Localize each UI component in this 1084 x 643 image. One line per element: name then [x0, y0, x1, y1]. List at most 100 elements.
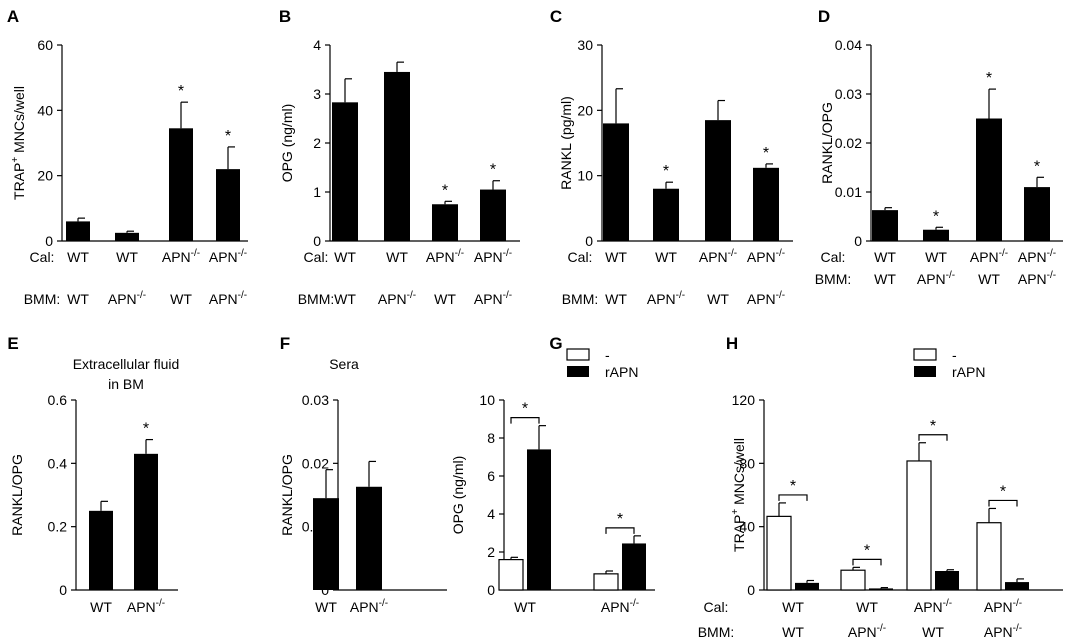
category-label: APN-/-	[647, 290, 685, 307]
bar	[89, 510, 113, 590]
bar	[66, 221, 90, 241]
bar	[115, 232, 139, 241]
bar-control	[498, 558, 524, 591]
y-tick-label: 0	[585, 233, 593, 249]
bar	[384, 71, 410, 241]
significance-star: *	[930, 418, 936, 435]
bar	[1024, 187, 1050, 241]
significance-star: *	[986, 70, 992, 87]
y-tick-label: 0	[313, 233, 321, 249]
bar	[653, 188, 679, 241]
row-label: Cal:	[704, 599, 729, 615]
legend-swatch-control	[913, 348, 937, 361]
panel-letter: B	[279, 7, 291, 26]
significance-star: *	[763, 145, 769, 162]
panel-letter: F	[280, 334, 290, 353]
category-label: APN-/-	[601, 598, 639, 615]
category-label: APN-/-	[1018, 248, 1056, 265]
category-label: APN-/-	[108, 290, 146, 307]
category-label: APN-/-	[984, 623, 1022, 640]
significance-star: *	[1000, 483, 1006, 500]
category-label: APN-/-	[350, 598, 388, 615]
y-axis-label: TRAP+ MNCs/well	[10, 86, 27, 200]
y-tick-label: 2	[313, 135, 321, 151]
bar	[134, 453, 158, 590]
panel-letter: D	[818, 7, 830, 26]
category-label: WT	[386, 249, 408, 265]
significance-star: *	[178, 83, 184, 100]
category-label: WT	[116, 249, 138, 265]
category-label: WT	[782, 624, 804, 640]
bar	[313, 498, 339, 590]
category-label: WT	[782, 599, 804, 615]
row-label: BMM:	[562, 291, 599, 307]
significance-bracket	[918, 434, 948, 441]
y-tick-label: 0	[854, 233, 862, 249]
significance-star: *	[933, 208, 939, 225]
bar	[603, 123, 629, 241]
y-tick-label: 0.03	[302, 392, 329, 408]
bar	[872, 210, 898, 241]
row-label: Cal:	[304, 249, 329, 265]
y-tick-label: 30	[577, 37, 593, 53]
y-tick-label: 80	[739, 455, 755, 471]
significance-star: *	[522, 401, 528, 418]
legend-swatch-rapn	[914, 366, 936, 377]
category-label: WT	[334, 291, 356, 307]
bar-control	[906, 460, 932, 591]
bar-control	[593, 573, 619, 591]
y-tick-label: 120	[732, 392, 756, 408]
y-tick-label: 4	[487, 506, 495, 522]
y-tick-label: 0.03	[835, 86, 862, 102]
panel-title: Extracellular fluid	[73, 356, 180, 372]
category-label: APN-/-	[426, 248, 464, 265]
legend-label-control: -	[952, 347, 957, 363]
bar	[976, 118, 1002, 241]
row-label: Cal:	[30, 249, 55, 265]
panel-title: in BM	[108, 376, 144, 392]
y-tick-label: 2	[487, 544, 495, 560]
panel-e: E Extracellular fluid in BM 0 0.2 0.4 0.6 RANKL…	[7, 334, 179, 615]
panel-title: Sera	[329, 356, 359, 372]
bar	[753, 167, 779, 241]
bar-control	[840, 569, 866, 591]
row-label: BMM:	[698, 624, 735, 640]
bar	[923, 229, 949, 241]
bar	[332, 102, 358, 241]
category-label: WT	[90, 599, 112, 615]
category-label: APN-/-	[970, 248, 1008, 265]
y-axis-label: RANKL/OPG	[9, 454, 25, 536]
category-label: WT	[67, 291, 89, 307]
category-label: WT	[67, 249, 89, 265]
category-label: APN-/-	[914, 598, 952, 615]
category-label: WT	[315, 599, 337, 615]
row-label: BMM:	[24, 291, 61, 307]
category-label: WT	[707, 291, 729, 307]
y-tick-label: 10	[479, 392, 495, 408]
bar-rapn	[527, 449, 551, 590]
significance-bracket	[605, 527, 635, 534]
y-tick-label: 20	[37, 168, 53, 184]
panel-c: C 0 10 20 30 RANKL (pg/ml) * * Cal: WT WT APN-/- APN…	[550, 7, 793, 307]
significance-star: *	[617, 511, 623, 528]
y-axis-label: OPG (ng/ml)	[279, 104, 295, 183]
category-label: WT	[655, 249, 677, 265]
category-label: APN-/-	[848, 623, 886, 640]
y-tick-label: 0.02	[835, 135, 862, 151]
y-tick-label: 0.2	[48, 519, 68, 535]
category-label: WT	[925, 249, 947, 265]
category-label: APN-/-	[127, 598, 165, 615]
y-tick-label: 0.4	[48, 455, 68, 471]
panel-letter: G	[549, 334, 562, 353]
y-tick-label: 10	[577, 168, 593, 184]
legend-label-rapn: rAPN	[605, 364, 638, 380]
category-label: APN-/-	[474, 290, 512, 307]
bar	[169, 128, 193, 241]
category-label: WT	[922, 624, 944, 640]
significance-star: *	[1034, 158, 1040, 175]
y-tick-label: 0	[487, 582, 495, 598]
row-label: BMM:	[815, 271, 852, 287]
bar-rapn	[869, 588, 893, 590]
